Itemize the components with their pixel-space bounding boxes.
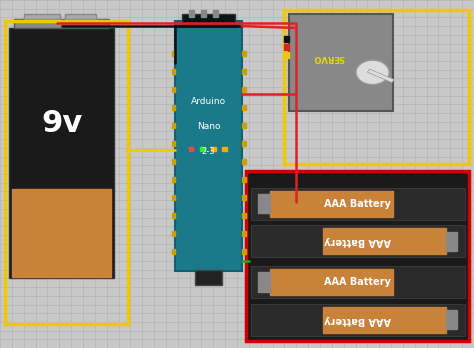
Bar xyxy=(367,69,394,82)
Bar xyxy=(270,191,392,217)
Bar xyxy=(242,69,246,74)
Text: AAA Battery: AAA Battery xyxy=(324,199,392,209)
Bar xyxy=(242,87,246,92)
Bar xyxy=(242,177,246,182)
Bar xyxy=(65,14,96,19)
Bar xyxy=(201,10,206,13)
Bar xyxy=(270,269,392,295)
Bar xyxy=(242,123,246,128)
Bar xyxy=(251,303,465,336)
Bar xyxy=(172,177,175,182)
Text: Nano: Nano xyxy=(197,121,220,130)
Bar xyxy=(189,14,194,17)
Bar xyxy=(284,44,289,50)
Bar xyxy=(242,213,246,218)
Bar xyxy=(201,14,206,17)
Bar xyxy=(9,28,114,278)
Bar xyxy=(182,14,235,24)
Bar xyxy=(246,171,469,341)
Bar xyxy=(172,195,175,200)
Bar xyxy=(172,141,175,146)
Bar xyxy=(251,188,465,220)
Bar xyxy=(242,231,246,236)
Bar xyxy=(5,21,128,324)
Bar xyxy=(212,10,218,13)
Text: AAA Battery: AAA Battery xyxy=(324,236,392,246)
Text: 2-3: 2-3 xyxy=(202,147,215,156)
Bar xyxy=(12,189,111,277)
Circle shape xyxy=(356,60,389,85)
Bar xyxy=(242,141,246,146)
Bar xyxy=(284,52,289,58)
Bar xyxy=(172,213,175,218)
Bar xyxy=(172,231,175,236)
Bar xyxy=(195,270,222,285)
Bar xyxy=(175,21,242,271)
Bar xyxy=(258,194,270,213)
Bar xyxy=(289,14,393,111)
Bar xyxy=(242,51,246,56)
Bar xyxy=(172,249,175,254)
Bar xyxy=(284,10,469,164)
Bar xyxy=(323,307,446,333)
Bar xyxy=(172,69,175,74)
Bar xyxy=(172,87,175,92)
Bar xyxy=(189,10,194,13)
Bar xyxy=(242,195,246,200)
Bar xyxy=(284,36,289,42)
Text: SERVO: SERVO xyxy=(313,53,345,62)
Bar xyxy=(211,147,216,151)
Bar xyxy=(251,225,465,258)
Bar xyxy=(242,249,246,254)
Bar xyxy=(172,51,175,56)
Bar xyxy=(446,231,457,251)
Bar xyxy=(172,159,175,164)
Bar xyxy=(172,105,175,110)
Bar xyxy=(446,310,457,330)
Bar xyxy=(200,147,205,151)
Bar xyxy=(14,19,109,28)
Bar xyxy=(323,228,446,254)
Text: Arduino: Arduino xyxy=(191,96,226,105)
Bar xyxy=(172,123,175,128)
Bar xyxy=(189,147,193,151)
Bar xyxy=(242,159,246,164)
Bar xyxy=(222,147,227,151)
Bar xyxy=(24,14,60,19)
Bar xyxy=(251,266,465,298)
Text: 9v: 9v xyxy=(41,109,82,137)
Text: AAA Battery: AAA Battery xyxy=(324,315,392,325)
Bar xyxy=(258,272,270,292)
Text: AAA Battery: AAA Battery xyxy=(324,277,392,287)
Bar xyxy=(212,14,218,17)
Bar xyxy=(242,105,246,110)
